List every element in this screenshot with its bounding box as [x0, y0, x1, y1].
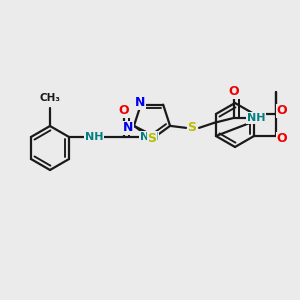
- Text: O: O: [229, 85, 239, 98]
- Text: NH: NH: [247, 113, 265, 123]
- Text: NH: NH: [140, 132, 158, 142]
- Text: N: N: [123, 122, 133, 134]
- Text: O: O: [119, 104, 129, 118]
- Text: CH₃: CH₃: [40, 93, 61, 103]
- Text: N: N: [135, 96, 145, 109]
- Text: S: S: [148, 133, 157, 146]
- Text: NH: NH: [85, 132, 103, 142]
- Text: S: S: [188, 122, 196, 134]
- Text: O: O: [277, 133, 287, 146]
- Text: O: O: [277, 104, 287, 118]
